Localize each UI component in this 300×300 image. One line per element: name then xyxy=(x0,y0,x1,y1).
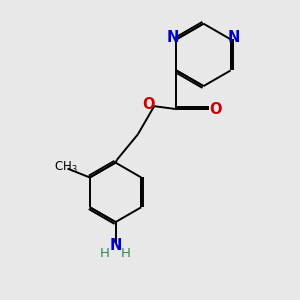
Text: N: N xyxy=(228,30,240,45)
Text: O: O xyxy=(209,102,222,117)
Text: CH$_3$: CH$_3$ xyxy=(54,160,78,175)
Text: N: N xyxy=(167,30,179,45)
Text: H: H xyxy=(121,247,131,260)
Text: N: N xyxy=(110,238,122,253)
Text: H: H xyxy=(100,247,110,260)
Text: O: O xyxy=(142,97,155,112)
